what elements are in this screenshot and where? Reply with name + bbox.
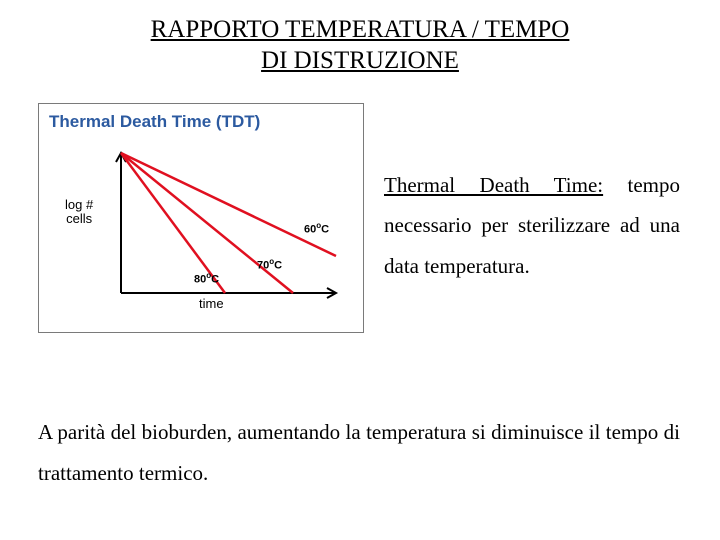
- definition-term: Thermal Death Time:: [384, 173, 603, 197]
- chart-title: Thermal Death Time (TDT): [49, 112, 353, 132]
- y-axis-label-l1: log #: [65, 197, 93, 212]
- chart-area: log # cells time 60oC 70oC 80oC: [49, 138, 349, 318]
- series-label-60c: 60oC: [304, 221, 329, 236]
- content-row: Thermal Death Time (TDT) log # cells tim…: [0, 103, 720, 333]
- y-axis-label-l2: cells: [66, 211, 92, 226]
- page-title: RAPPORTO TEMPERATURA / TEMPO DI DISTRUZI…: [0, 0, 720, 77]
- footer-text: A parità del bioburden, aumentando la te…: [38, 412, 680, 494]
- x-axis-label: time: [199, 296, 224, 311]
- definition-block: Thermal Death Time: tempo necessario per…: [364, 103, 680, 288]
- title-line1: RAPPORTO TEMPERATURA / TEMPO: [151, 16, 570, 43]
- chart-panel: Thermal Death Time (TDT) log # cells tim…: [38, 103, 364, 333]
- series-label-80c: 80oC: [194, 271, 219, 286]
- title-line2: DI DISTRUZIONE: [261, 47, 459, 74]
- series-label-70c: 70oC: [257, 257, 282, 272]
- y-axis-label: log # cells: [65, 198, 93, 227]
